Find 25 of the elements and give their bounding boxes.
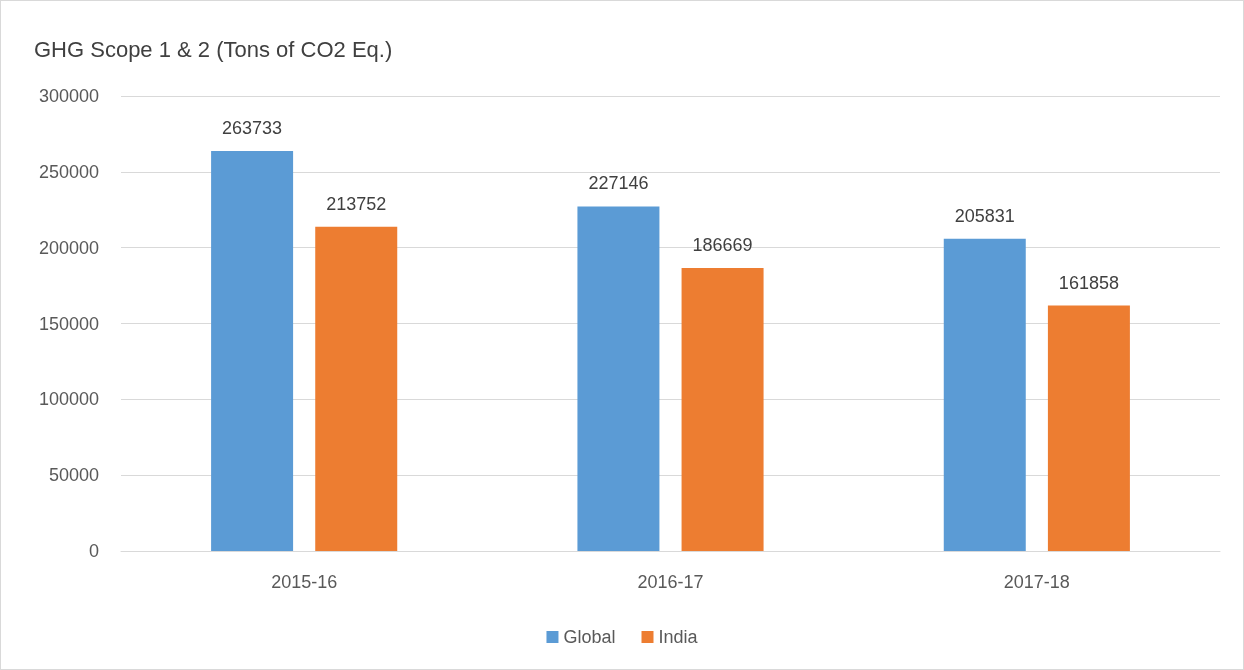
y-tick-label: 250000 (38, 161, 99, 182)
y-tick-label: 200000 (38, 237, 99, 258)
bar (577, 206, 660, 551)
bar (681, 267, 764, 551)
y-tick-label: 300000 (38, 86, 99, 106)
bar (211, 151, 294, 551)
legend-label: India (658, 627, 699, 647)
bar (315, 226, 398, 551)
data-label: 227146 (588, 173, 649, 194)
x-tick-label: 2016-17 (637, 572, 704, 592)
data-label: 205831 (954, 205, 1015, 226)
bar (1047, 305, 1130, 551)
bar (943, 238, 1026, 551)
data-label: 186669 (692, 234, 753, 255)
y-tick-label: 150000 (38, 313, 99, 334)
data-label: 213752 (326, 193, 387, 214)
y-tick-label: 100000 (38, 389, 99, 410)
x-tick-label: 2015-16 (271, 572, 338, 592)
y-tick-label: 50000 (48, 465, 99, 486)
y-tick-label: 0 (88, 541, 99, 561)
data-label: 263733 (222, 118, 283, 139)
x-tick-label: 2017-18 (1003, 572, 1070, 592)
legend-label: Global (563, 627, 616, 647)
data-label: 161858 (1058, 272, 1119, 293)
chart-title: GHG Scope 1 & 2 (Tons of CO2 Eq.) (34, 36, 393, 62)
